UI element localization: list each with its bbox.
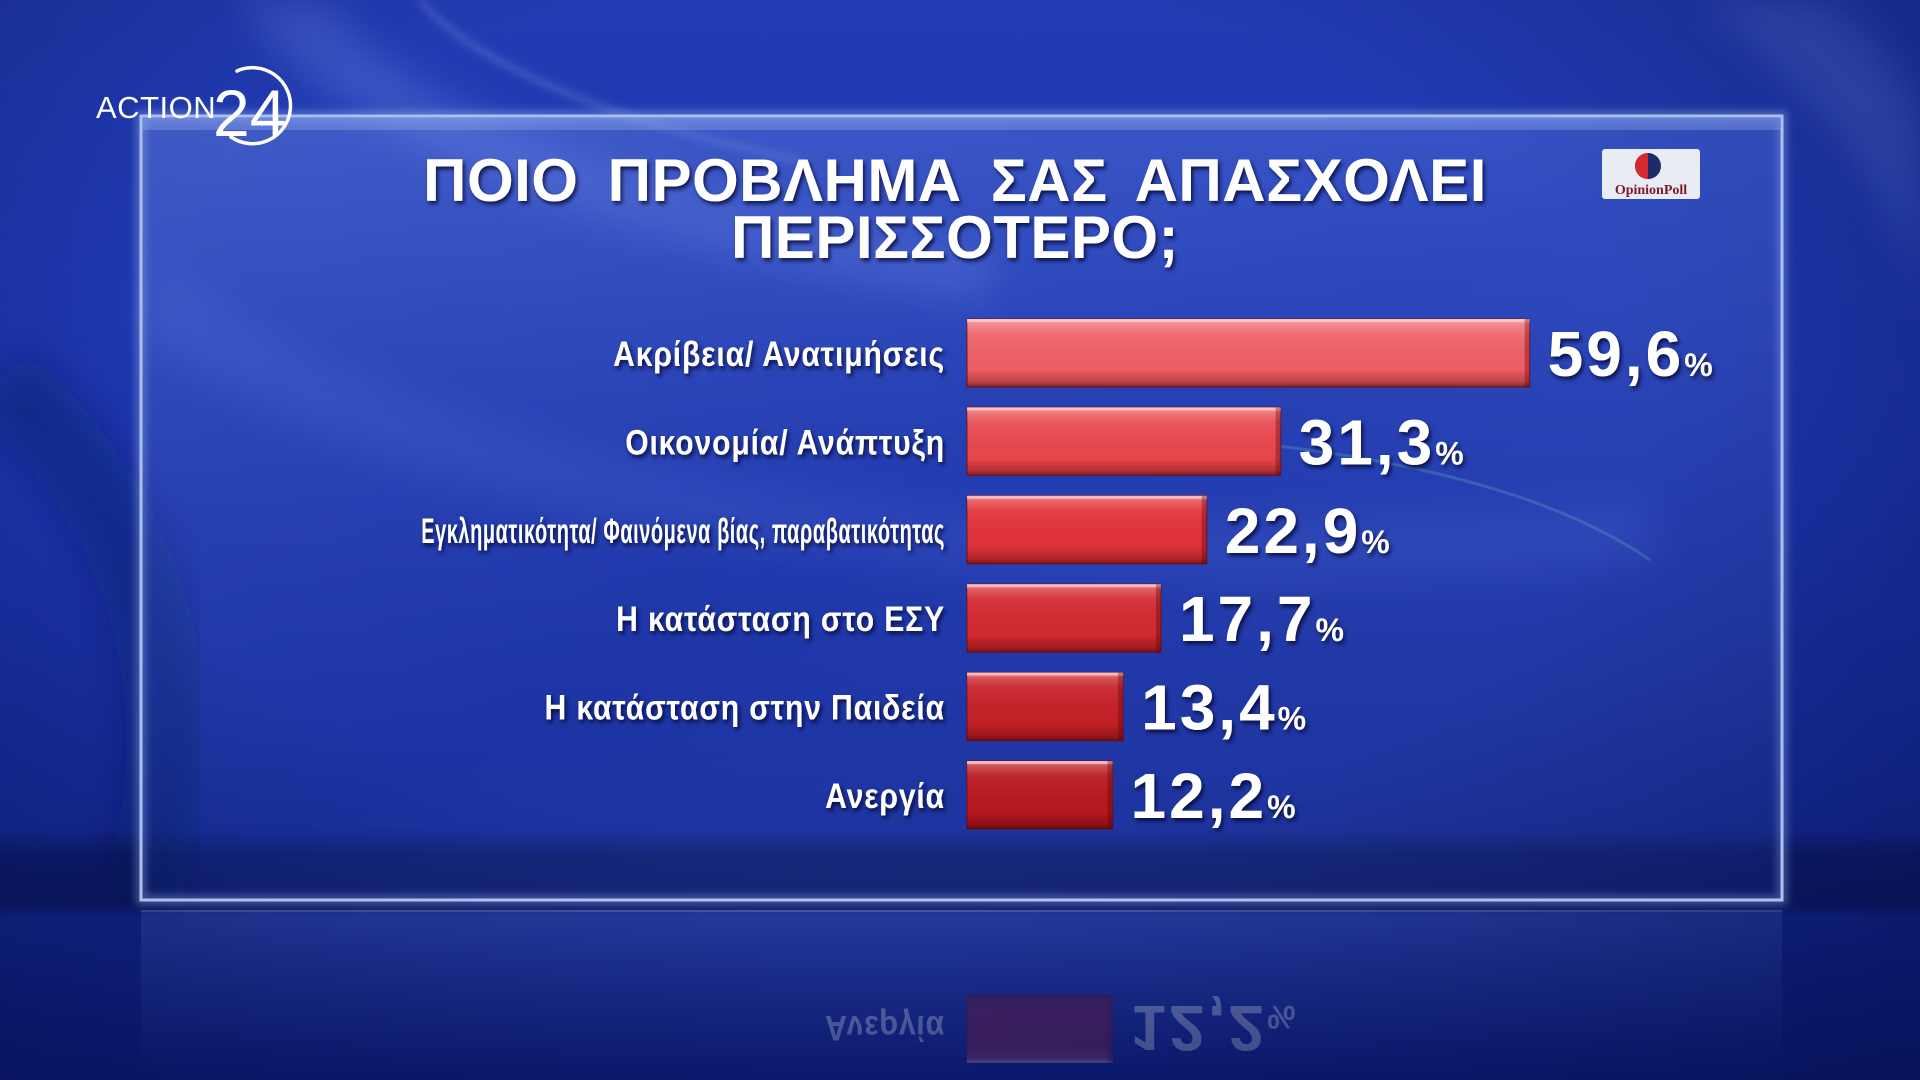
data-label: 12,2% <box>1131 760 1296 832</box>
bars <box>966 318 1531 830</box>
data-label: 17,7% <box>1179 583 1344 655</box>
data-label-unit: % <box>1684 347 1712 383</box>
chart-title-line-1: ΠΟΙΟ ΠΡΟΒΛΗΜΑ ΣΑΣ ΑΠΑΣΧΟΛΕΙ <box>423 147 1487 214</box>
chart-title-line-2: ΠΕΡΙΣΣΟΤΕΡΟ; <box>731 204 1179 271</box>
bar <box>966 760 1114 830</box>
bar <box>966 495 1208 565</box>
data-label: 22,9% <box>1225 495 1390 567</box>
action24-logo: ACTION 24 <box>96 65 293 150</box>
bar <box>966 583 1162 653</box>
bar <box>966 318 1531 388</box>
data-label-value: 13,4 <box>1141 672 1278 744</box>
data-label-value: 17,7 <box>1179 583 1316 655</box>
data-labels: 59,6%31,3%22,9%17,7%13,4%12,2% <box>1131 318 1713 832</box>
panel-border <box>139 114 1784 902</box>
data-label-value: 59,6 <box>1548 318 1685 390</box>
logo-brand-text: ACTION <box>96 90 216 125</box>
logo-number-text: 24 <box>213 76 286 150</box>
category-labels: Ακρίβεια/ Ανατιμήσεις Οικονομία/ Ανάπτυξη… <box>421 334 945 816</box>
data-label-unit: % <box>1278 701 1306 737</box>
data-label-unit: % <box>1316 612 1344 648</box>
data-label-unit: % <box>1435 435 1463 471</box>
bar <box>966 671 1124 742</box>
bar-label: Εγκληματικότητα/ Φαινόμενα βίας, παραβατ… <box>421 512 945 551</box>
bar-label: Οικονομία/ Ανάπτυξη <box>625 422 945 462</box>
chart-panel <box>136 111 1787 905</box>
data-label: 31,3% <box>1299 406 1464 478</box>
data-label-unit: % <box>1361 524 1389 560</box>
opinionpoll-logo: OpinionPoll <box>1602 149 1700 199</box>
chart-title: ΠΟΙΟ ΠΡΟΒΛΗΜΑ ΣΑΣ ΑΠΑΣΧΟΛΕΙ ΠΕΡΙΣΣΟΤΕΡΟ; <box>423 147 1487 271</box>
logo-swoosh-icon <box>229 65 293 146</box>
data-label-value: 31,3 <box>1299 406 1436 478</box>
data-label: 59,6% <box>1548 318 1713 390</box>
bar-label: Ακρίβεια/ Ανατιμήσεις <box>613 334 945 374</box>
opinionpoll-logo-text: OpinionPoll <box>1615 183 1687 198</box>
data-label-value: 12,2 <box>1131 760 1268 832</box>
bar-label: Η κατάσταση στο ΕΣΥ <box>616 599 945 639</box>
data-label-unit: % <box>1267 789 1295 825</box>
data-label: 13,4% <box>1141 672 1306 744</box>
bar <box>966 406 1282 477</box>
data-label-value: 22,9 <box>1225 495 1362 567</box>
bar-chart: Ακρίβεια/ Ανατιμήσεις Οικονομία/ Ανάπτυξη… <box>421 318 1712 832</box>
bar-label: Η κατάσταση στην Παιδεία <box>545 687 945 727</box>
bar-label: Ανεργία <box>825 776 945 816</box>
